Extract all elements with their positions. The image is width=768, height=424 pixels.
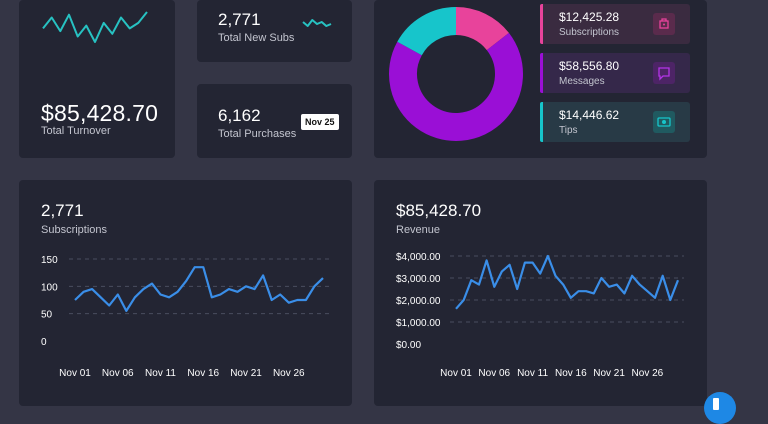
info-icon [713, 398, 719, 410]
turnover-card: $85,428.70 Total Turnover [19, 0, 175, 158]
donut-slice [397, 7, 457, 56]
x-tick-label: Nov 11 [145, 368, 176, 379]
y-tick-label: 150 [41, 255, 58, 266]
revenue-item-messages[interactable]: $58,556.80 Messages [540, 53, 690, 93]
y-tick-label: $4,000.00 [396, 252, 441, 263]
new-subs-label: Total New Subs [218, 32, 295, 44]
y-tick-label: $2,000.00 [396, 296, 441, 307]
x-tick-label: Nov 26 [273, 368, 305, 379]
x-tick-label: Nov 26 [632, 368, 664, 379]
bag-icon [653, 13, 675, 35]
new-subs-sparkline [302, 19, 332, 27]
x-tick-label: Nov 01 [440, 368, 472, 379]
revenue-item-subscriptions[interactable]: $12,425.28 Subscriptions [540, 4, 690, 44]
donut-slice [389, 32, 523, 141]
y-tick-label: $3,000.00 [396, 274, 441, 285]
subscriptions-line-chart: 150 100 50 0 Nov 01 Nov 06 Nov 11 Nov 16 Nov 21 N… [41, 255, 329, 379]
messages-label: Messages [559, 76, 605, 87]
x-tick-label: Nov 01 [59, 368, 91, 379]
money-icon [653, 111, 675, 133]
purchases-card: 6,162 Total Purchases Nov 25 [197, 84, 352, 158]
series-line [455, 254, 680, 310]
subscriptions-amount: $12,425.28 [559, 10, 620, 24]
subscriptions-chart-card: 2,771 Subscriptions 150 100 50 0 Nov 01 Nov 0… [19, 180, 352, 406]
new-subs-value: 2,771 [218, 10, 261, 29]
y-tick-label: 100 [41, 282, 58, 293]
x-tick-label: Nov 11 [517, 368, 548, 379]
y-tick-label: 50 [41, 310, 53, 321]
x-tick-label: Nov 06 [102, 368, 134, 379]
tips-label: Tips [559, 125, 578, 136]
purchases-label: Total Purchases [218, 128, 297, 140]
accent-bar [540, 53, 543, 93]
subscriptions-chart-title: 2,771 [41, 201, 84, 220]
y-tick-label: $1,000.00 [396, 318, 441, 329]
subscriptions-label: Subscriptions [559, 27, 620, 38]
revenue-donut [389, 7, 523, 141]
donut-slice [455, 7, 509, 51]
x-tick-label: Nov 06 [478, 368, 510, 379]
chat-icon [653, 62, 675, 84]
turnover-value: $85,428.70 [41, 100, 159, 126]
accent-bar [540, 4, 543, 44]
x-tick-label: Nov 21 [230, 368, 262, 379]
y-tick-label: $0.00 [396, 340, 421, 351]
messages-amount: $58,556.80 [559, 59, 620, 73]
subscriptions-chart-subtitle: Subscriptions [41, 224, 108, 236]
revenue-chart-title: $85,428.70 [396, 201, 482, 220]
revenue-item-tips[interactable]: $14,446.62 Tips [540, 102, 690, 142]
tips-amount: $14,446.62 [559, 108, 620, 122]
x-tick-label: Nov 16 [187, 368, 219, 379]
accent-bar [540, 102, 543, 142]
x-tick-label: Nov 21 [593, 368, 625, 379]
x-tick-label: Nov 16 [555, 368, 587, 379]
revenue-chart-card: $85,428.70 Revenue $4,000.00 $3,000.00 $2,… [374, 180, 707, 406]
revenue-chart-subtitle: Revenue [396, 224, 441, 236]
y-tick-label: 0 [41, 337, 47, 348]
date-badge: Nov 25 [301, 114, 339, 130]
new-subs-card: 2,771 Total New Subs [197, 0, 352, 62]
turnover-label: Total Turnover [41, 125, 111, 137]
help-button[interactable] [704, 392, 736, 424]
purchases-value: 6,162 [218, 106, 261, 125]
revenue-line-chart: $4,000.00 $3,000.00 $2,000.00 $1,000.00 $0.0… [396, 252, 684, 379]
turnover-sparkline [42, 11, 148, 43]
series-line [74, 266, 324, 312]
